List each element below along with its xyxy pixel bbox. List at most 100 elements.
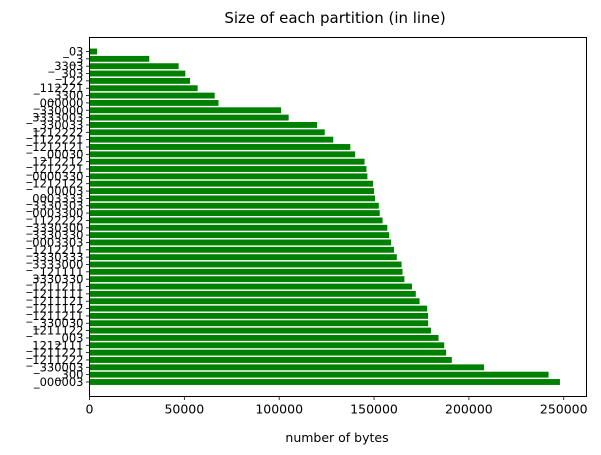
- bar: [89, 122, 318, 128]
- category-label: _1212212: [26, 155, 84, 169]
- category-label: _3: [69, 52, 83, 66]
- chart-title: Size of each partition (in line): [224, 9, 445, 27]
- category-label: _112221: [33, 81, 84, 95]
- category-label: _3300: [47, 89, 83, 103]
- category-label: _3330333: [26, 250, 84, 264]
- bar: [89, 357, 452, 363]
- category-label: _1212111: [26, 338, 84, 352]
- category-label: _3333000: [26, 257, 84, 271]
- x-tick-label: 50000: [164, 402, 204, 417]
- bar: [89, 99, 219, 106]
- bar: [89, 85, 198, 92]
- bar: [89, 239, 392, 246]
- category-label: _3330303: [26, 199, 84, 213]
- bar: [89, 55, 150, 62]
- category-label: _3330330: [26, 228, 84, 242]
- bar: [89, 158, 365, 165]
- bar: [89, 63, 179, 70]
- category-label: _03: [62, 45, 83, 59]
- bar: [89, 276, 405, 283]
- category-label: _1212211: [26, 243, 84, 257]
- bar: [89, 379, 560, 385]
- bar: [89, 166, 367, 172]
- category-label: _330000: [33, 103, 84, 117]
- category-label: _000000: [33, 96, 84, 110]
- category-label: _1211111: [26, 287, 84, 301]
- category-label: _1211221: [26, 346, 84, 360]
- category-label: _1212221: [26, 162, 84, 176]
- x-tick-label: 100000: [255, 402, 303, 417]
- x-ticks-group: 0 50000 100000 150000 200000 250000: [86, 396, 588, 417]
- bar: [89, 349, 447, 356]
- bar: [89, 283, 412, 290]
- bar: [89, 136, 334, 143]
- bar: [89, 151, 356, 158]
- x-tick-label: 250000: [540, 402, 588, 417]
- category-label: _1122222: [26, 213, 84, 227]
- bar: [89, 327, 431, 334]
- category-label: _330003: [33, 360, 84, 374]
- plot-frame: [89, 37, 587, 397]
- x-tick-label: 0: [86, 402, 94, 417]
- category-label: _00030: [40, 147, 83, 161]
- category-label: _3330330: [26, 272, 84, 286]
- category-label: _121111: [33, 265, 84, 279]
- category-label: _1212122: [26, 177, 84, 191]
- category-label: _1211222: [26, 353, 84, 367]
- category-label: _300: [55, 368, 84, 382]
- bar: [89, 202, 379, 209]
- bar: [89, 246, 394, 253]
- category-label: _003: [55, 331, 84, 345]
- bar: [89, 173, 368, 180]
- category-label: _3303: [47, 59, 83, 73]
- bar: [89, 107, 282, 114]
- bar: [89, 305, 428, 312]
- category-label: _0003333: [26, 191, 84, 205]
- category-label: _1212121: [26, 140, 84, 154]
- bar: [89, 114, 289, 121]
- bar: [89, 195, 375, 202]
- bar: [89, 261, 402, 268]
- category-label: _303: [55, 67, 84, 81]
- category-label: _122: [55, 74, 84, 88]
- bar: [89, 320, 429, 327]
- category-label: _1211112: [26, 302, 84, 316]
- category-label: _1212222: [26, 125, 84, 139]
- bar: [89, 77, 191, 84]
- bar: [89, 144, 351, 150]
- x-tick-label: 150000: [350, 402, 398, 417]
- bar: [89, 268, 403, 275]
- bar: [89, 342, 445, 349]
- bar: [89, 129, 325, 136]
- bar: [89, 312, 429, 319]
- category-label: _1211211: [26, 309, 84, 323]
- bars-group: [89, 48, 560, 385]
- bar: [89, 48, 98, 55]
- category-label: _1211122: [26, 324, 84, 338]
- category-label: _0003300: [26, 206, 84, 220]
- bar: [89, 217, 383, 224]
- bar: [89, 254, 397, 261]
- bar: [89, 298, 420, 305]
- category-labels-group: _03_3_3303_303_122_112221_3300_000000_33…: [26, 45, 90, 389]
- bar: [89, 92, 215, 99]
- category-label: _330033: [33, 118, 84, 132]
- bar: [89, 371, 549, 378]
- bar: [89, 224, 388, 231]
- bar: [89, 188, 375, 194]
- category-label: _330030: [33, 316, 84, 330]
- bar: [89, 180, 374, 187]
- category-label: _1211121: [26, 294, 84, 308]
- bar: [89, 364, 485, 371]
- category-label: _00003: [40, 184, 83, 198]
- category-label: _000003: [33, 375, 84, 389]
- bar: [89, 232, 390, 239]
- x-tick-label: 200000: [445, 402, 493, 417]
- category-label: _3333003: [26, 111, 84, 125]
- category-label: _1122221: [26, 133, 84, 147]
- category-label: _3330300: [26, 221, 84, 235]
- x-axis-label: number of bytes: [285, 430, 388, 445]
- bar: [89, 210, 380, 217]
- bar: [89, 290, 416, 297]
